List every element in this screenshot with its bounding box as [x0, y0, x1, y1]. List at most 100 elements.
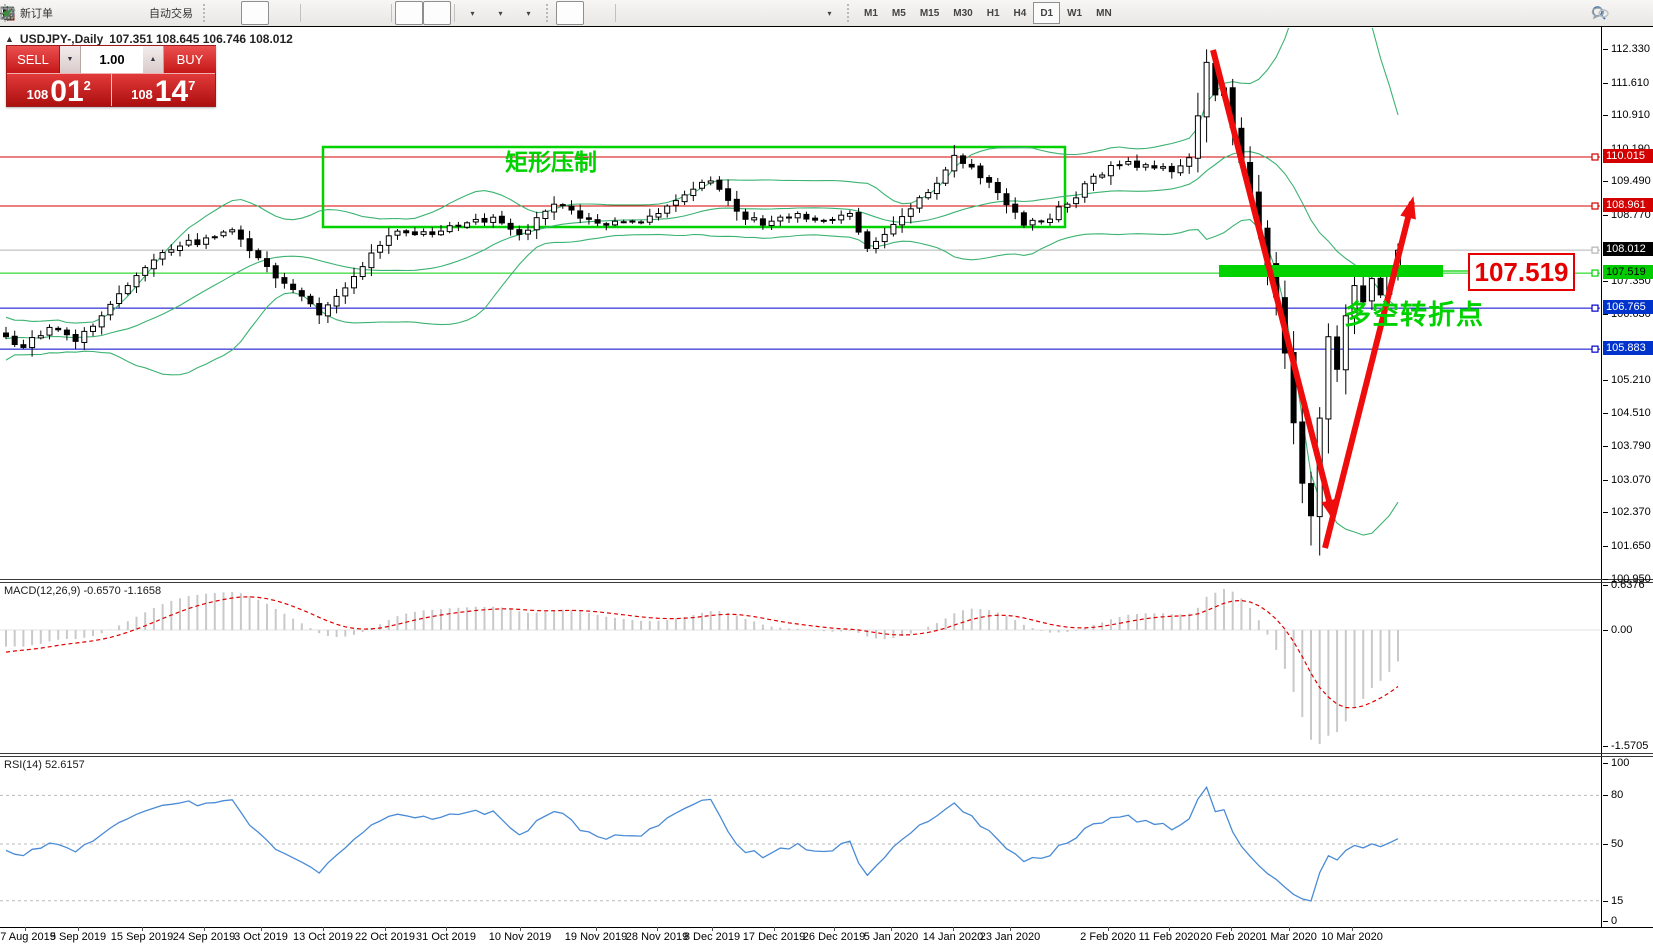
label-button[interactable]: T — [1, 1, 815, 25]
tile-windows-button[interactable] — [1, 1, 388, 25]
sell-button[interactable]: SELL — [7, 46, 60, 73]
buy-price[interactable]: 108 14 7 — [111, 74, 215, 108]
vertical-line-button[interactable] — [5, 1, 647, 25]
strategy-tester-button[interactable] — [1, 1, 143, 25]
price-label-108.012: 108.012 — [1603, 242, 1653, 257]
date-tick-mark — [1169, 927, 1170, 931]
date-label: 5 Jan 2020 — [863, 931, 919, 943]
trendline-button[interactable] — [1, 1, 703, 25]
sell-price[interactable]: 108 01 2 — [7, 74, 112, 108]
chart-shift-button[interactable] — [2, 1, 451, 25]
text-button[interactable]: A — [3, 1, 787, 25]
chevron-down-icon: ▾ — [526, 8, 531, 18]
date-label: 11 Feb 2020 — [1138, 931, 1200, 943]
date-label: 1 Mar 2020 — [1261, 931, 1317, 943]
timeframe-mn[interactable]: MN — [1096, 7, 1112, 19]
symbol-name: USDJPY-,Daily — [19, 32, 104, 46]
autotrading-button[interactable]: 自动交易 — [0, 1, 199, 25]
date-label: 23 Jan 2020 — [979, 931, 1041, 943]
buy-price-big: 14 — [154, 75, 189, 108]
new-order-button[interactable]: 新订单 — [0, 1, 59, 25]
indicators-button[interactable]: ▾ — [0, 1, 486, 25]
rsi-canvas[interactable] — [0, 757, 1601, 927]
rsi-scale-tick: 100 — [1602, 757, 1630, 769]
line-chart-button[interactable] — [0, 1, 297, 25]
sell-price-sup: 2 — [83, 78, 91, 93]
volume-decrease-button[interactable]: ▼ — [60, 46, 81, 73]
price-tick: 101.650 — [1603, 539, 1651, 552]
buy-button[interactable]: BUY — [164, 46, 216, 73]
crosshair-button[interactable] — [0, 1, 612, 25]
sell-price-big: 01 — [50, 75, 84, 108]
price-scale-border — [1601, 27, 1602, 927]
date-label: 20 Feb 2020 — [1200, 931, 1262, 943]
date-tick-mark — [596, 927, 597, 931]
price-callout-box: 107.519 — [1468, 253, 1575, 291]
panel-splitter[interactable] — [0, 579, 1653, 580]
market-watch-button[interactable] — [0, 1, 115, 25]
price-label-108.961: 108.961 — [1603, 198, 1653, 212]
date-tick-mark — [204, 927, 205, 931]
turning-point-label: 多空转折点 — [1344, 300, 1484, 330]
bar-chart-button[interactable] — [2, 1, 241, 25]
main-chart-canvas[interactable] — [0, 27, 1601, 580]
candlestick-chart-button[interactable] — [2, 1, 269, 25]
date-label: 28 Nov 2019 — [625, 931, 689, 943]
timeframe-h1[interactable]: H1 — [986, 7, 1000, 19]
horizontal-line-button[interactable] — [1, 1, 675, 25]
cursor-button[interactable] — [3, 1, 584, 25]
timeframe-m30[interactable]: M30 — [953, 7, 973, 19]
fibonacci-button[interactable]: F — [1, 1, 759, 25]
macd-canvas[interactable] — [0, 583, 1601, 754]
rsi-label: RSI(14) 52.6157 — [4, 759, 85, 771]
price-tick: 103.070 — [1603, 473, 1651, 486]
metaeditor-button[interactable] — [0, 1, 87, 25]
arrows-button[interactable]: ▾ — [3, 1, 843, 25]
arrows-icon — [3, 8, 12, 17]
price-tick: 109.490 — [1603, 175, 1651, 188]
date-tick-mark — [657, 927, 658, 931]
chat-button[interactable] — [1591, 1, 1647, 25]
macd-scale-tick: 0.00 — [1602, 624, 1633, 636]
timeframe-w1[interactable]: W1 — [1067, 7, 1083, 19]
timeframe-h4[interactable]: H4 — [1013, 7, 1027, 19]
price-label-107.519: 107.519 — [1603, 265, 1653, 280]
price-tick: 110.910 — [1603, 109, 1650, 122]
timeframe-m5[interactable]: M5 — [891, 7, 906, 19]
panel-splitter[interactable] — [0, 753, 1653, 754]
timeframe-d1[interactable]: D1 — [1033, 2, 1061, 24]
date-label: 13 Oct 2019 — [293, 931, 353, 943]
collapse-triangle-icon[interactable]: ▲ — [5, 34, 14, 44]
toolbar-grip[interactable] — [203, 4, 211, 22]
toolbar: 新订单 自动交易 — [0, 0, 1653, 27]
toolbar-grip[interactable] — [847, 4, 855, 22]
macd-scale-tick: 0.6376 — [1603, 579, 1645, 591]
date-label: 10 Nov 2019 — [488, 931, 552, 943]
rsi-scale-tick: 0 — [1602, 915, 1618, 927]
price-label-106.765: 106.765 — [1603, 300, 1653, 315]
timeframe-m15[interactable]: M15 — [919, 7, 940, 19]
date-label: 2 Feb 2020 — [1080, 931, 1136, 943]
date-label: 26 Dec 2019 — [802, 931, 866, 943]
auto-scroll-button[interactable] — [1, 1, 423, 25]
date-tick-mark — [446, 927, 447, 931]
date-tick-mark — [385, 927, 386, 931]
date-label: 14 Jan 2020 — [922, 931, 984, 943]
zoom-out-button[interactable] — [1, 1, 360, 25]
toolbar-grip[interactable] — [546, 4, 554, 22]
channel-button[interactable]: E — [0, 1, 731, 25]
periods-button[interactable]: ▾ — [1, 1, 514, 25]
rsi-scale-tick: 15 — [1602, 895, 1624, 907]
chart-window: ▲ USDJPY-,Daily 107.351 108.645 106.746 … — [0, 27, 1653, 947]
templates-button[interactable]: ▾ — [0, 1, 542, 25]
price-tick: 111.610 — [1602, 76, 1650, 89]
zoom-in-button[interactable] — [1, 1, 332, 25]
chart-title: ▲ USDJPY-,Daily 107.351 108.645 106.746 … — [5, 32, 293, 46]
volume-increase-button[interactable]: ▲ — [143, 46, 164, 73]
buy-price-sup: 7 — [188, 78, 196, 93]
volume-input[interactable] — [81, 46, 143, 73]
date-tick-mark — [323, 927, 324, 931]
timeframe-m1[interactable]: M1 — [864, 7, 878, 19]
chevron-down-icon: ▾ — [827, 8, 832, 18]
date-label: 3 Oct 2019 — [234, 931, 288, 943]
